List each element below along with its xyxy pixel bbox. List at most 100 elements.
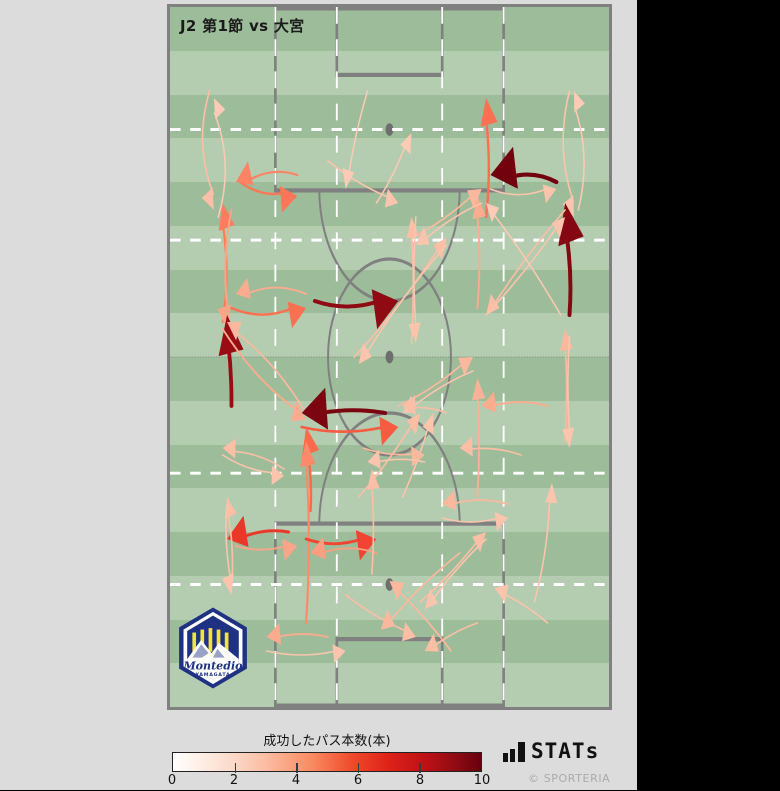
- pass-arrow-shaft: [235, 332, 306, 413]
- pass-arrow-head: [218, 203, 235, 232]
- pass-arrow-head: [486, 293, 500, 315]
- pass-arrow-shaft: [493, 213, 561, 315]
- pass-arrow-shaft: [214, 113, 225, 217]
- pass-arrow-head: [472, 378, 486, 401]
- pass-arrow-head: [406, 413, 421, 435]
- pass-arrow-shaft: [534, 498, 549, 602]
- pass-arrow-head: [235, 161, 254, 186]
- pass-arrows-layer: [170, 7, 609, 664]
- pass-arrow-head: [227, 515, 249, 547]
- pass-arrow-shaft: [470, 448, 522, 455]
- club-badge: Montedio YAMAGATA: [179, 607, 247, 689]
- pass-arrow-shaft: [231, 308, 292, 315]
- pass-arrow-shaft: [226, 504, 231, 580]
- pass-arrow-head: [279, 186, 298, 213]
- stats-logo-bar-green: [510, 749, 515, 762]
- pass-arrow-head: [282, 538, 298, 562]
- pass-arrow-head: [287, 301, 307, 329]
- pass-arrow-head: [433, 238, 447, 260]
- colorbar-tick: [234, 763, 237, 773]
- pass-arrow-head: [467, 189, 482, 209]
- pass-arrow-head: [472, 532, 487, 553]
- pass-arrow-head: [573, 91, 585, 113]
- pitch-stripe: [170, 357, 609, 401]
- colorbar-tick: [419, 763, 421, 773]
- pass-arrow-head: [400, 133, 412, 155]
- pass-arrow-shaft: [452, 500, 508, 504]
- pass-arrow-shaft: [432, 539, 486, 600]
- pass-arrow-shaft: [377, 459, 424, 462]
- pass-arrow-shaft: [574, 106, 584, 210]
- pass-arrow-shaft: [366, 245, 446, 354]
- colorbar-tick: [357, 763, 360, 773]
- pass-arrow-head: [235, 277, 251, 299]
- pass-arrow-head: [481, 391, 497, 413]
- pass-arrow-head: [494, 584, 509, 603]
- pass-arrow-shaft: [477, 213, 479, 308]
- pass-arrow-shaft: [398, 363, 463, 406]
- pass-arrow-shaft: [398, 590, 451, 651]
- pass-arrow-head: [380, 609, 396, 630]
- pass-arrow-head: [367, 469, 380, 491]
- pass-arrow-shaft: [236, 546, 286, 550]
- colorbar-tick-label: 8: [415, 773, 425, 788]
- pass-arrow-head: [213, 98, 226, 120]
- pass-arrow-shaft: [372, 485, 374, 574]
- pass-arrow-head: [411, 446, 425, 467]
- pass-arrow-shaft: [267, 651, 336, 655]
- pass-arrow-shaft: [315, 301, 379, 307]
- pass-arrow-head: [222, 438, 236, 459]
- pass-arrow-shaft: [566, 234, 570, 315]
- pass-arrow-head: [442, 490, 457, 511]
- pass-arrow-head: [224, 497, 237, 520]
- pass-arrow-shaft: [376, 145, 405, 203]
- pass-arrow-head: [379, 416, 399, 446]
- colorbar-tick-label: 0: [167, 773, 177, 788]
- pass-arrow-head: [494, 511, 509, 532]
- pitch-stripe: [170, 225, 609, 270]
- pass-arrow-shaft: [229, 345, 232, 406]
- pass-arrow-shaft: [328, 161, 389, 198]
- pass-arrow-head: [458, 357, 473, 376]
- stats-wordmark: STATs: [531, 739, 600, 763]
- pass-arrow-shaft: [414, 217, 416, 328]
- stats-logo-bar-black: [518, 742, 525, 762]
- pass-arrow-shaft: [412, 371, 473, 408]
- colorbar-tick-label: 2: [229, 773, 239, 788]
- pass-arrow-head: [332, 644, 346, 664]
- pass-arrow-head: [472, 196, 487, 220]
- pass-arrow-shaft: [322, 548, 377, 553]
- pass-arrow-head: [358, 343, 372, 364]
- pass-arrow-shaft: [486, 226, 557, 315]
- pass-arrow-head: [310, 536, 327, 560]
- pass-arrow-head: [402, 395, 416, 416]
- pass-arrow-shaft: [442, 518, 498, 522]
- pass-arrow-shaft: [504, 594, 548, 623]
- pass-arrow-shaft: [248, 172, 297, 181]
- pass-arrow-shaft: [321, 410, 385, 413]
- colorbar-ticks: 0 2 4 6 8 10: [168, 773, 490, 791]
- pass-arrow-head: [408, 322, 421, 343]
- pitch-stripe: [170, 313, 609, 357]
- pass-arrow-shaft: [413, 407, 447, 413]
- pass-arrow-shaft: [565, 345, 567, 441]
- pass-arrow-head: [222, 573, 234, 595]
- stats-logo: STATs: [503, 741, 599, 762]
- pass-arrow-shaft: [492, 402, 547, 406]
- pass-arrow-shaft: [242, 531, 288, 537]
- pass-arrow-head: [480, 98, 498, 127]
- pass-arrow-shaft: [232, 451, 284, 469]
- pass-arrow-head: [384, 188, 399, 208]
- pass-arrow-head: [266, 623, 282, 645]
- colorbar-tick-label: 4: [291, 773, 301, 788]
- pass-arrow-shaft: [403, 426, 429, 497]
- pass-arrow-shaft: [490, 189, 546, 195]
- colorbar-legend: 成功したパス本数(本) 0 2 4 6 8 10: [168, 730, 490, 791]
- pass-arrow-shaft: [359, 423, 413, 497]
- pitch-stripe: [170, 50, 609, 95]
- pass-arrow-head: [545, 483, 558, 504]
- pass-arrow-head: [424, 633, 439, 652]
- pass-arrow-shaft: [225, 210, 231, 311]
- pass-arrow-head: [406, 217, 420, 239]
- pass-arrow-head: [424, 588, 438, 609]
